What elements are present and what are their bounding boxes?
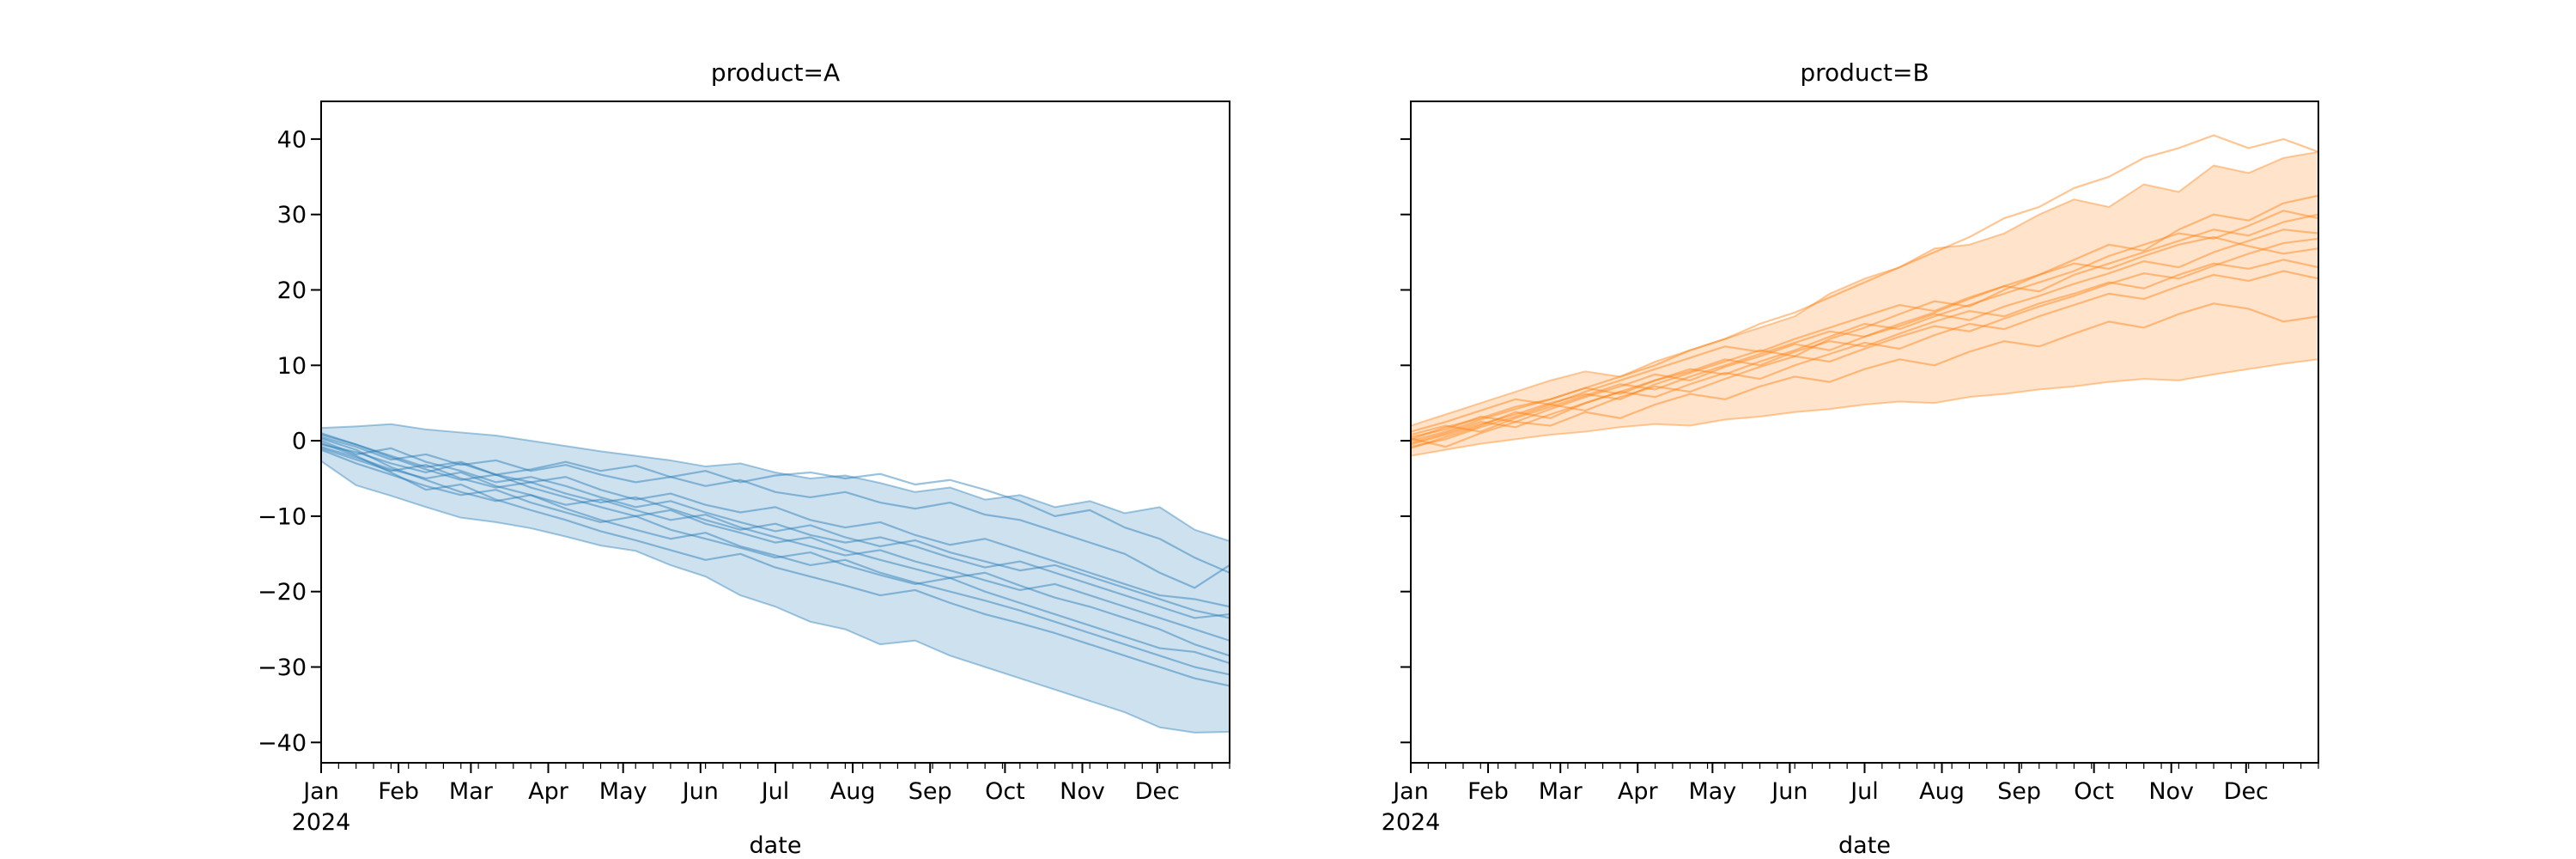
x-tick-label: Apr bbox=[1618, 778, 1659, 805]
x-tick-label: Apr bbox=[528, 778, 569, 805]
x-tick-label: Mar bbox=[449, 778, 494, 805]
series-line-9 bbox=[1409, 270, 2320, 444]
series-line-3 bbox=[319, 432, 1231, 608]
series-line-5 bbox=[1409, 228, 2320, 438]
series-line-5 bbox=[319, 439, 1231, 619]
y-tick-label: 0 bbox=[292, 429, 307, 455]
x-tick-label: Nov bbox=[2148, 778, 2194, 805]
y-tick-label: 40 bbox=[277, 126, 307, 153]
y-tick-label: −10 bbox=[258, 503, 307, 530]
band-upper-edge bbox=[320, 423, 1230, 542]
series-line-9 bbox=[319, 437, 1231, 676]
panel-b-title: product=B bbox=[1800, 58, 1929, 87]
x-tick-label: Dec bbox=[2224, 778, 2269, 805]
y-tick-label: 10 bbox=[277, 353, 307, 380]
series-line-7 bbox=[1409, 235, 2320, 433]
y-tick-label: −40 bbox=[258, 730, 307, 757]
x-tick-label: Jan bbox=[1391, 778, 1429, 805]
series-line-10 bbox=[1409, 302, 2320, 448]
panel-a: 40 30 20 10 0 −10 −20 −30 −40 Jan 2024 Feb Mar Apr May… bbox=[258, 101, 1231, 836]
panel-b: Jan 2024 Feb Mar Apr May Jun Jul Aug Sep Oct Nov Dec bbox=[1382, 101, 2320, 836]
panel-b-xaxis-label: date bbox=[1838, 832, 1891, 859]
x-tick-label: Nov bbox=[1060, 778, 1105, 805]
series-line-10 bbox=[319, 442, 1231, 687]
x-tick-label: Jul bbox=[760, 778, 790, 805]
series-line-6 bbox=[1409, 237, 2320, 448]
y-tick-label: 20 bbox=[277, 277, 307, 304]
series-line-8 bbox=[319, 448, 1231, 665]
x-tick-label: Mar bbox=[1539, 778, 1583, 805]
series-line-2 bbox=[319, 443, 1231, 574]
x-tick-label: Jul bbox=[1849, 778, 1879, 805]
x-tick-label: Oct bbox=[2074, 778, 2114, 805]
band-lower-edge bbox=[1410, 358, 2319, 457]
x-tick-label: Aug bbox=[830, 778, 876, 805]
band-lower-edge bbox=[320, 460, 1230, 734]
series-line-6 bbox=[319, 446, 1231, 642]
x-tick-year-label: 2024 bbox=[1382, 809, 1441, 836]
series-line-1 bbox=[1409, 134, 2320, 441]
y-tick-label: −20 bbox=[258, 579, 307, 606]
x-tick-label: Sep bbox=[1997, 778, 2041, 805]
series-line-8 bbox=[1409, 259, 2320, 442]
x-tick-year-label: 2024 bbox=[292, 809, 351, 836]
series-line-4 bbox=[319, 447, 1231, 619]
x-tick-label: Dec bbox=[1135, 778, 1180, 805]
x-tick-label: Jan bbox=[301, 778, 339, 805]
x-tick-label: May bbox=[1688, 778, 1736, 805]
x-tick-label: Aug bbox=[1919, 778, 1965, 805]
series-line-3 bbox=[1409, 213, 2320, 436]
x-tick-label: Oct bbox=[985, 778, 1025, 805]
y-tick-label: −30 bbox=[258, 655, 307, 681]
series-line-2 bbox=[1409, 194, 2320, 446]
x-tick-label: Feb bbox=[378, 778, 419, 805]
series-line-1 bbox=[319, 436, 1231, 589]
confidence-band bbox=[1411, 151, 2318, 456]
y-tick-label: 30 bbox=[277, 202, 307, 228]
series-line-7 bbox=[319, 433, 1231, 657]
panel-a-title: product=A bbox=[710, 58, 841, 87]
x-tick-label: Feb bbox=[1467, 778, 1509, 805]
x-tick-label: Sep bbox=[908, 778, 952, 805]
confidence-band bbox=[321, 423, 1230, 733]
x-tick-label: Jun bbox=[1770, 778, 1807, 805]
series-line-4 bbox=[1409, 210, 2320, 449]
band-upper-edge bbox=[1410, 150, 2319, 427]
panel-a-xaxis-label: date bbox=[749, 832, 802, 859]
x-tick-label: May bbox=[599, 778, 647, 805]
x-tick-label: Jun bbox=[681, 778, 719, 805]
